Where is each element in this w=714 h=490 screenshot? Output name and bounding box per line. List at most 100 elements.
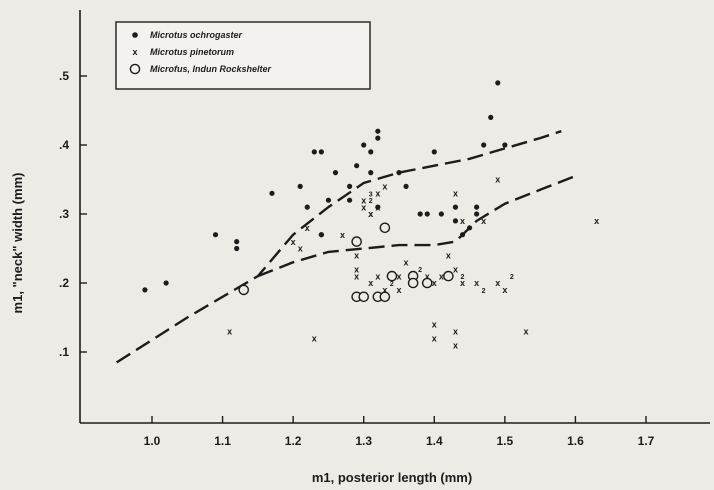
point-count-label: 3 [369, 191, 373, 198]
point-pinetorum: x [425, 271, 430, 281]
point-pinetorum: x [227, 327, 232, 337]
point-pinetorum: x [396, 285, 401, 295]
point-pinetorum: x [502, 285, 507, 295]
x-ticks: 1.0 1.1 1.2 1.3 1.4 1.5 1.6 1.7 [144, 416, 655, 448]
point-pinetorum: x [340, 230, 345, 240]
point-ochrogaster [375, 204, 381, 210]
point-pinetorum: x [312, 333, 317, 343]
point-ochrogaster [466, 225, 473, 231]
point-count-label: 2 [460, 274, 464, 281]
legend-marker-circle [129, 63, 141, 75]
y-tick-label: .2 [59, 276, 69, 290]
point-ochrogaster [488, 114, 494, 120]
point-indun-rockshelter [407, 277, 419, 289]
point-pinetorum: x [368, 209, 373, 219]
point-pinetorum: x [432, 278, 437, 288]
point-pinetorum: x [495, 175, 500, 185]
point-pinetorum: x [298, 244, 303, 254]
point-ochrogaster [347, 183, 353, 189]
point-pinetorum: x [453, 327, 458, 337]
point-ochrogaster [142, 287, 148, 293]
point-ochrogaster [438, 211, 444, 217]
point-ochrogaster [234, 245, 240, 252]
point-pinetorum: x [354, 264, 359, 274]
point-pinetorum: x [439, 271, 444, 281]
point-ochrogaster [396, 170, 402, 176]
point-pinetorum: x [375, 202, 380, 212]
x-tick-label: 1.2 [285, 434, 302, 448]
legend-marker-dot [132, 32, 138, 38]
dashed-boundary-curve-2 [257, 174, 576, 278]
point-ochrogaster [417, 211, 423, 217]
y-tick-label: .5 [59, 69, 69, 83]
point-ochrogaster [368, 170, 374, 176]
point-ochrogaster [452, 218, 459, 224]
legend: Microtus ochrogaster x Microtus pinetorum M… [115, 21, 371, 90]
point-pinetorum: x [396, 271, 401, 281]
point-pinetorum: x [474, 278, 479, 288]
point-pinetorum: x [291, 237, 296, 247]
point-pinetorum: x [382, 285, 387, 295]
point-ochrogaster [318, 232, 324, 238]
point-indun-rockshelter [379, 291, 391, 303]
point-pinetorum: x [453, 340, 458, 350]
point-pinetorum: x [354, 271, 359, 281]
point-pinetorum: x [481, 216, 486, 226]
point-ochrogaster [318, 149, 324, 155]
point-ochrogaster [502, 142, 508, 148]
dashed-boundary-curve-1 [116, 130, 562, 364]
point-pinetorum: x [361, 202, 366, 212]
point-pinetorum: x [453, 189, 458, 199]
point-count-label: 2 [390, 281, 394, 288]
point-pinetorum: x [432, 333, 437, 343]
point-indun-rockshelter [421, 277, 433, 289]
x-tick-label: 1.3 [355, 434, 372, 448]
point-ochrogaster [424, 211, 430, 217]
point-pinetorum: x [453, 264, 458, 274]
point-count-label: 2 [510, 274, 514, 281]
point-ochrogaster [431, 149, 437, 155]
point-pinetorum: x [368, 278, 373, 288]
y-tick-label: .4 [59, 138, 69, 152]
point-ochrogaster [403, 183, 409, 189]
point-indun-rockshelter [443, 270, 454, 282]
legend-marker-x: x [132, 47, 137, 57]
point-count-label: 2 [369, 198, 373, 205]
x-tick-label: 1.4 [426, 434, 443, 448]
point-ochrogaster [325, 197, 332, 203]
x-tick-label: 1.0 [144, 434, 161, 448]
point-ochrogaster [459, 232, 466, 238]
point-indun-rockshelter [386, 270, 398, 282]
point-count-label: 2 [418, 267, 422, 274]
y-axis-label: m1, "neck" width (mm) [10, 173, 25, 314]
point-ochrogaster [368, 149, 374, 155]
x-tick-label: 1.6 [567, 434, 584, 448]
legend-box [115, 21, 371, 90]
point-ochrogaster [375, 135, 381, 141]
x-tick-label: 1.5 [497, 434, 514, 448]
point-indun-rockshelter [379, 222, 391, 234]
point-ochrogaster [452, 204, 459, 210]
point-pinetorum: x [460, 278, 465, 288]
y-tick-label: .1 [59, 345, 69, 359]
point-count-label: 2 [482, 288, 486, 295]
point-ochrogaster [332, 170, 339, 176]
point-ochrogaster [234, 239, 240, 245]
point-indun-rockshelter [358, 291, 370, 303]
point-pinetorum: x [446, 251, 451, 261]
point-ochrogaster [212, 232, 219, 238]
x-axis-label: m1, posterior length (mm) [312, 470, 472, 485]
point-pinetorum: x [354, 251, 359, 261]
point-pinetorum: x [368, 209, 373, 219]
point-ochrogaster [304, 204, 310, 210]
point-ochrogaster [311, 149, 317, 155]
point-pinetorum: x [375, 189, 380, 199]
point-indun-rockshelter [351, 236, 362, 247]
point-pinetorum: x [432, 320, 437, 330]
point-pinetorum: x [382, 182, 387, 192]
y-ticks: .1 .2 .3 .4 .5 [59, 69, 87, 359]
legend-label: Microtus ochrogaster [150, 30, 243, 40]
point-ochrogaster [354, 163, 360, 169]
